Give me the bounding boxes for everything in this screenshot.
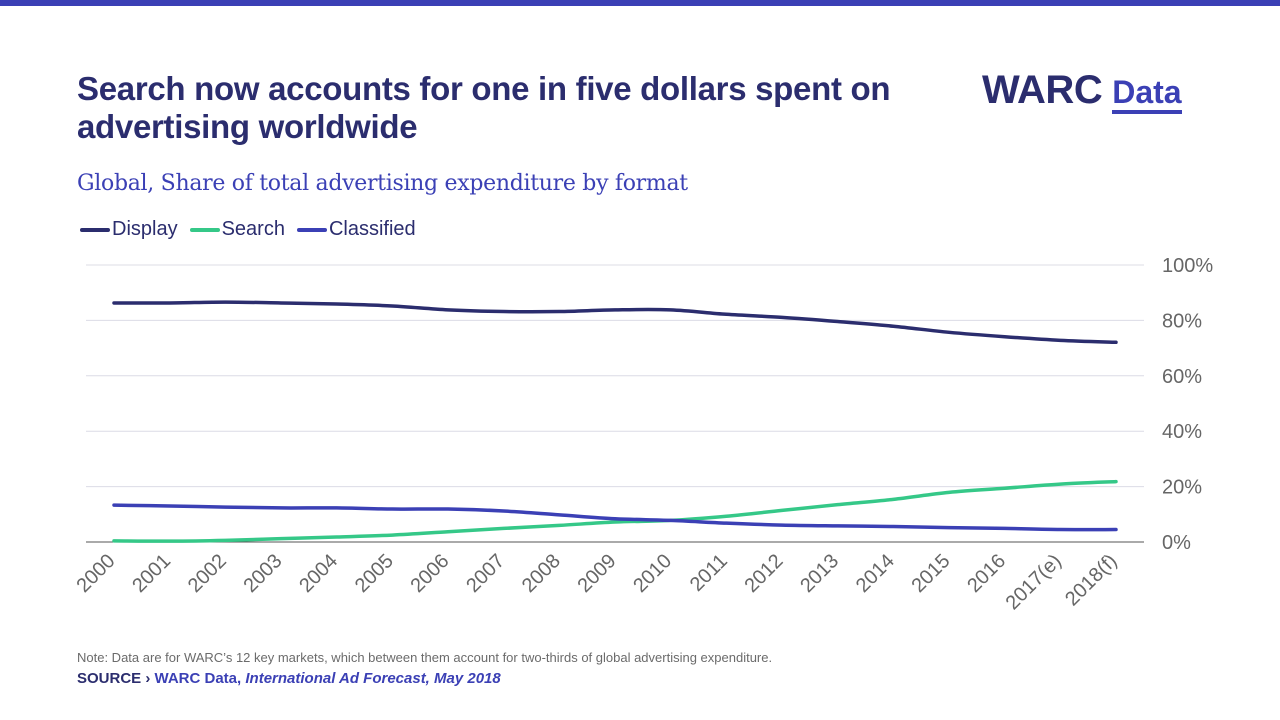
y-tick-label: 40%: [1162, 421, 1202, 443]
x-tick-label: 2015: [908, 550, 955, 597]
legend-item-search: Search: [189, 218, 285, 241]
x-tick-label: 2008: [518, 550, 565, 597]
y-tick-label: 20%: [1162, 477, 1202, 499]
x-tick-label: 2007: [462, 550, 509, 597]
legend-swatch-search: [189, 227, 220, 232]
x-tick-label: 2018(f): [1061, 550, 1121, 610]
x-tick-label: 2006: [407, 550, 454, 597]
x-tick-label: 2000: [73, 550, 120, 597]
x-tick-label: 2016: [963, 550, 1010, 597]
x-tick-label: 2009: [574, 550, 621, 597]
chart-subtitle: Global, Share of total advertising expen…: [77, 171, 688, 196]
x-tick-label: 2012: [741, 550, 788, 597]
x-tick-label: 2003: [240, 550, 287, 597]
legend-label-classified: Classified: [328, 218, 416, 240]
y-tick-label: 60%: [1162, 366, 1202, 388]
source-label: SOURCE ›: [77, 670, 151, 687]
legend-swatch-display: [80, 227, 110, 232]
line-chart: 0%20%40%60%80%100%2000 2001 2002 2003 2004 20…: [73, 255, 1214, 614]
legend-swatch-classified: [296, 227, 327, 232]
warc-data-logo[interactable]: WARC Data: [982, 68, 1182, 118]
x-tick-label: 2002: [184, 550, 231, 597]
x-tick-label: 2017(e): [1002, 550, 1066, 614]
series-line-display: [112, 300, 1118, 345]
series-line-search: [112, 479, 1118, 543]
legend-item-display: Display: [80, 218, 178, 241]
legend-item-classified: Classified: [296, 218, 416, 241]
x-tick-label: 2004: [295, 550, 342, 597]
y-tick-label: 100%: [1162, 255, 1213, 277]
x-tick-label: 2011: [686, 550, 732, 596]
y-tick-label: 0%: [1162, 532, 1191, 554]
x-tick-label: 2010: [629, 550, 676, 597]
y-tick-label: 80%: [1162, 310, 1202, 332]
source-publication: International Ad Forecast, May 2018: [245, 670, 501, 687]
page-title: Search now accounts for one in five doll…: [77, 70, 891, 145]
logo-product: Data: [1112, 74, 1182, 114]
footnote: Note: Data are for WARC’s 12 key markets…: [77, 650, 773, 665]
chart-legend: Display Search Classified: [80, 218, 428, 241]
logo-brand: WARC: [982, 68, 1103, 112]
source-text: WARC Data,: [154, 670, 242, 687]
series-line-classified: [112, 503, 1118, 532]
x-tick-label: 2001: [128, 550, 175, 597]
source-line: SOURCE › WARC Data, International Ad For…: [77, 670, 501, 687]
x-tick-label: 2014: [852, 550, 899, 597]
legend-label-search: Search: [221, 218, 285, 240]
top-accent-bar: [0, 0, 1280, 6]
legend-label-display: Display: [112, 218, 178, 240]
x-tick-label: 2013: [796, 550, 843, 597]
x-tick-label: 2005: [351, 550, 398, 597]
